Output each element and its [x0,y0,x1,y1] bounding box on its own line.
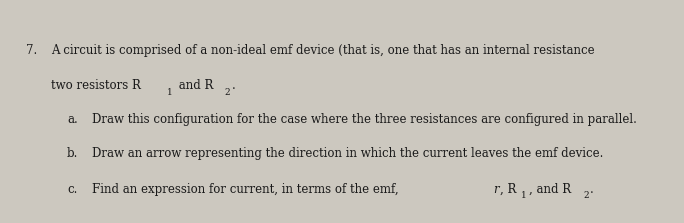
Text: .: . [590,183,594,196]
Text: r: r [493,183,499,196]
Text: , R: , R [500,183,516,196]
Text: , and R: , and R [529,183,570,196]
Text: Draw this configuration for the case where the three resistances are configured : Draw this configuration for the case whe… [92,113,637,126]
Text: .: . [231,79,235,92]
Text: 7.: 7. [26,43,37,56]
Text: 1: 1 [521,192,527,200]
Text: 2: 2 [583,192,589,200]
Text: a.: a. [67,113,78,126]
Text: 1: 1 [168,88,173,97]
Text: Find an expression for current, in terms of the emf,: Find an expression for current, in terms… [92,183,403,196]
Text: Draw an arrow representing the direction in which the current leaves the emf dev: Draw an arrow representing the direction… [92,147,604,160]
Text: two resistors R: two resistors R [51,79,141,92]
Text: 2: 2 [224,88,230,97]
Text: c.: c. [67,183,77,196]
Text: A circuit is comprised of a non-ideal emf device (that is, one that has an inter: A circuit is comprised of a non-ideal em… [51,43,598,56]
Text: and R: and R [174,79,213,92]
Text: b.: b. [67,147,79,160]
